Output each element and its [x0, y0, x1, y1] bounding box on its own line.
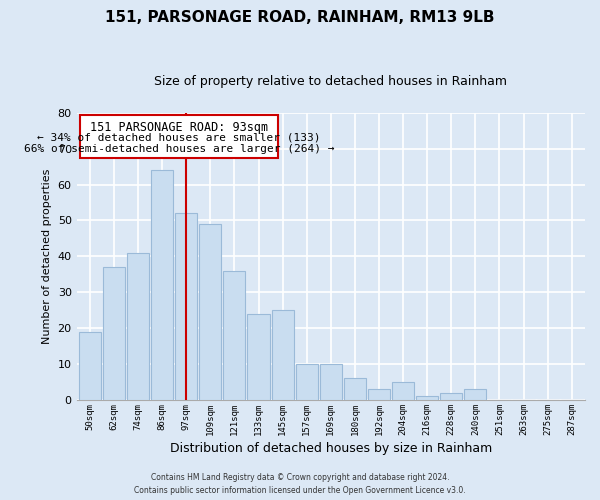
- Bar: [127, 253, 149, 400]
- Text: 151, PARSONAGE ROAD, RAINHAM, RM13 9LB: 151, PARSONAGE ROAD, RAINHAM, RM13 9LB: [105, 10, 495, 25]
- Bar: [272, 310, 293, 400]
- Bar: [247, 314, 269, 400]
- Bar: [199, 224, 221, 400]
- Bar: [416, 396, 438, 400]
- Bar: [344, 378, 366, 400]
- Bar: [296, 364, 318, 400]
- Bar: [79, 332, 101, 400]
- Bar: [103, 267, 125, 400]
- Text: Contains HM Land Registry data © Crown copyright and database right 2024.
Contai: Contains HM Land Registry data © Crown c…: [134, 474, 466, 495]
- Text: 151 PARSONAGE ROAD: 93sqm: 151 PARSONAGE ROAD: 93sqm: [90, 120, 268, 134]
- Bar: [151, 170, 173, 400]
- FancyBboxPatch shape: [80, 114, 278, 158]
- Bar: [175, 214, 197, 400]
- Bar: [320, 364, 342, 400]
- Bar: [464, 390, 487, 400]
- Text: ← 34% of detached houses are smaller (133): ← 34% of detached houses are smaller (13…: [37, 132, 321, 142]
- Title: Size of property relative to detached houses in Rainham: Size of property relative to detached ho…: [154, 75, 507, 88]
- Text: 66% of semi-detached houses are larger (264) →: 66% of semi-detached houses are larger (…: [24, 144, 334, 154]
- X-axis label: Distribution of detached houses by size in Rainham: Distribution of detached houses by size …: [170, 442, 492, 455]
- Y-axis label: Number of detached properties: Number of detached properties: [42, 168, 52, 344]
- Bar: [392, 382, 414, 400]
- Bar: [440, 393, 463, 400]
- Bar: [368, 390, 390, 400]
- Bar: [223, 271, 245, 400]
